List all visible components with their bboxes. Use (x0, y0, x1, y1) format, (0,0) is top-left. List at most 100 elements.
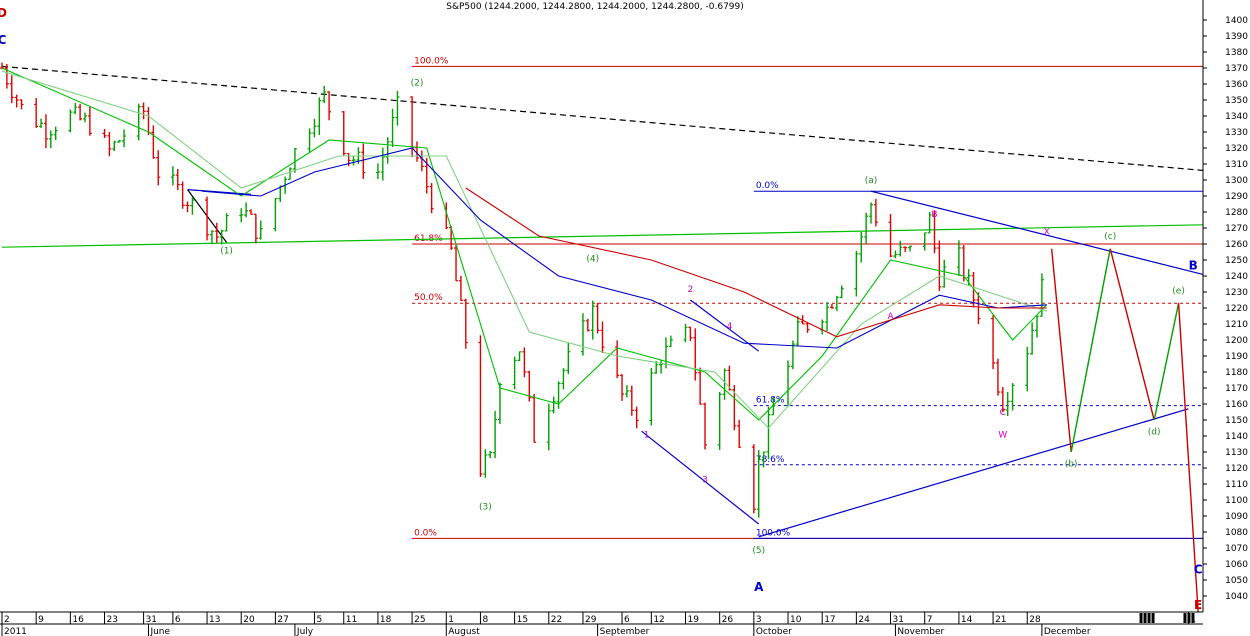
moving-average-line (1, 70, 1047, 429)
wave-label: (c) (1104, 232, 1116, 242)
x-tick-label: 23 (107, 615, 118, 625)
y-tick-label: 1400 (1225, 16, 1248, 26)
month-label: July (296, 627, 314, 636)
price-bars (0, 62, 1044, 518)
y-tick-label: 1320 (1225, 144, 1248, 154)
wave-label: (3) (479, 503, 492, 513)
x-tick-label: 27 (277, 615, 288, 625)
fib-level-label: 0.0% (414, 528, 437, 538)
wave-label: 1 (644, 431, 650, 441)
y-tick-label: 1120 (1225, 464, 1248, 474)
fib-level-label: 50.0% (414, 293, 443, 303)
wave-label: C (1194, 563, 1203, 577)
x-tick-label: 14 (961, 615, 973, 625)
month-label: 2011 (4, 627, 27, 636)
projection-segment (1050, 248, 1072, 453)
trendline (1, 224, 1204, 248)
y-tick-label: 1170 (1225, 384, 1248, 394)
projection-path (1050, 248, 1199, 613)
wave-label: C (1000, 408, 1006, 418)
x-axis: 2 9 16 23 31 6 13 20 27 5 11 18 25 1 8 15 22 29 6 12 19 26 3 10… (0, 611, 1203, 636)
wave-label: (5) (752, 546, 765, 556)
moving-average-line (1, 67, 1048, 421)
y-tick-label: 1200 (1225, 336, 1248, 346)
x-axis-marker (1151, 613, 1155, 623)
x-tick-label: 25 (414, 615, 425, 625)
trendline (641, 430, 760, 525)
trendline (1, 65, 1204, 171)
wave-label: A (754, 580, 764, 594)
y-tick-label: 1330 (1225, 128, 1248, 138)
x-tick-label: 6 (624, 615, 630, 625)
fibonacci-levels: 100.0%61.8%50.0%0.0%0.0%61.8%78.6%100.0% (412, 56, 1203, 539)
y-tick-label: 1080 (1225, 528, 1248, 538)
y-tick-label: 1230 (1225, 288, 1248, 298)
fib-level-label: 100.0% (414, 56, 449, 66)
y-tick-label: 1350 (1225, 96, 1248, 106)
y-axis: 1040 1050 1060 1070 1080 1090 1100 1110 1120 1130… (1202, 0, 1248, 612)
y-tick-label: 1310 (1225, 160, 1248, 170)
month-label: December (1044, 627, 1091, 636)
trendline (187, 189, 252, 195)
x-tick-label: 24 (858, 615, 870, 625)
trendline (870, 190, 1204, 275)
x-tick-label: 8 (482, 615, 488, 625)
y-tick-label: 1380 (1225, 48, 1248, 58)
moving-averages (1, 67, 1048, 429)
y-tick-label: 1290 (1225, 192, 1248, 202)
y-tick-label: 1260 (1225, 240, 1248, 250)
y-tick-label: 1110 (1225, 480, 1248, 490)
y-tick-label: 1390 (1225, 32, 1248, 42)
y-tick-label: 1280 (1225, 208, 1248, 218)
x-tick-label: 12 (653, 615, 664, 625)
y-tick-label: 1090 (1225, 512, 1248, 522)
chart-title: S&P500 (1244.2000, 1244.2800, 1244.2000,… (446, 2, 744, 12)
x-tick-label: 2 (4, 615, 10, 625)
wave-label: W (998, 431, 1007, 441)
wave-label: (a) (865, 176, 878, 186)
x-tick-label: 1 (448, 615, 454, 625)
month-label: November (897, 627, 944, 636)
x-tick-label: 31 (893, 615, 904, 625)
x-tick-label: 5 (316, 615, 322, 625)
wave-label: (d) (1148, 427, 1161, 437)
y-tick-label: 1130 (1225, 448, 1248, 458)
wave-labels: DC(1)(2)(3)(4)(5)(a)(b)(c)(d)(e)1234ABCW… (0, 6, 1203, 612)
projection-segment (1109, 248, 1155, 421)
fib-level-label: 78.6% (756, 455, 785, 465)
x-tick-label: 26 (722, 615, 734, 625)
month-label: September (600, 627, 650, 636)
y-tick-label: 1190 (1225, 352, 1248, 362)
wave-label: B (1189, 259, 1198, 273)
wave-label: E (1194, 598, 1202, 612)
wave-label: 4 (727, 322, 733, 332)
y-tick-label: 1140 (1225, 432, 1248, 442)
y-tick-label: 1220 (1225, 304, 1248, 314)
fib-level-label: 0.0% (756, 181, 779, 191)
x-tick-label: 11 (346, 615, 357, 625)
wave-label: 2 (688, 285, 694, 295)
y-tick-label: 1270 (1225, 224, 1248, 234)
y-tick-label: 1360 (1225, 80, 1248, 90)
y-tick-label: 1210 (1225, 320, 1248, 330)
y-tick-label: 1370 (1225, 64, 1248, 74)
wave-label: (1) (220, 247, 233, 257)
x-axis-marker (1187, 613, 1191, 623)
x-axis-marker (1183, 613, 1187, 623)
wave-label: (b) (1065, 459, 1078, 469)
y-tick-label: 1250 (1225, 256, 1248, 266)
wave-label: (2) (411, 79, 424, 89)
wave-label: 3 (702, 475, 708, 485)
y-tick-label: 1180 (1225, 368, 1248, 378)
x-tick-label: 22 (551, 615, 562, 625)
x-tick-label: 31 (146, 615, 157, 625)
x-tick-label: 18 (380, 615, 392, 625)
wave-label: A (887, 312, 894, 322)
projection-segment (1153, 303, 1180, 421)
x-tick-label: 3 (756, 615, 762, 625)
x-tick-label: 29 (585, 615, 597, 625)
x-tick-label: 17 (824, 615, 835, 625)
y-tick-label: 1040 (1225, 592, 1248, 602)
wave-label: (e) (1172, 287, 1185, 297)
